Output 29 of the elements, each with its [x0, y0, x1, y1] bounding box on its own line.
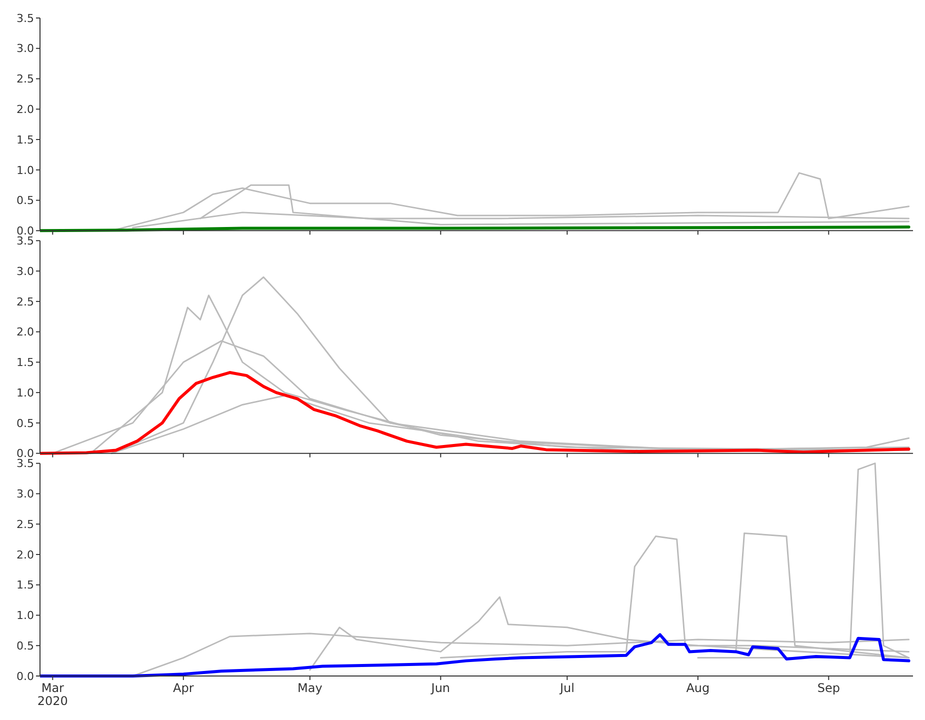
y-tick-label: 2.5: [16, 295, 34, 308]
x-tick-label: May: [298, 681, 322, 695]
y-tick-label: 3.0: [16, 488, 34, 501]
y-tick-label: 0.0: [16, 670, 34, 683]
y-tick-label: 1.5: [16, 578, 34, 592]
y-tick-label: 1.0: [16, 609, 34, 622]
y-tick-label: 2.5: [16, 518, 34, 531]
x-tick-label: Sep: [817, 681, 840, 695]
y-tick-label: 1.5: [16, 133, 34, 146]
y-tick-label: 0.5: [16, 416, 34, 430]
y-tick-label: 3.5: [16, 457, 34, 470]
y-tick-label: 0.5: [16, 194, 34, 208]
x-tick-label: Aug: [686, 681, 710, 695]
y-tick-label: 2.0: [16, 102, 34, 116]
x-tick-label: Apr: [173, 681, 194, 695]
y-tick-label: 2.0: [16, 548, 34, 562]
y-tick-label: 3.5: [16, 234, 34, 248]
x-tick-label: Jun: [430, 681, 450, 695]
y-tick-label: 1.0: [16, 386, 34, 400]
y-tick-label: 3.0: [16, 264, 34, 278]
y-tick-label: 2.0: [16, 326, 34, 339]
y-tick-label: 3.0: [16, 42, 34, 56]
x-tick-label: Mar 2020: [37, 681, 68, 708]
y-tick-label: 0.5: [16, 639, 34, 652]
y-tick-label: 1.5: [16, 356, 34, 370]
x-tick-label: Jul: [558, 681, 574, 695]
y-tick-label: 1.0: [16, 164, 34, 177]
y-tick-label: 3.5: [16, 12, 34, 25]
y-tick-label: 2.5: [16, 72, 34, 86]
